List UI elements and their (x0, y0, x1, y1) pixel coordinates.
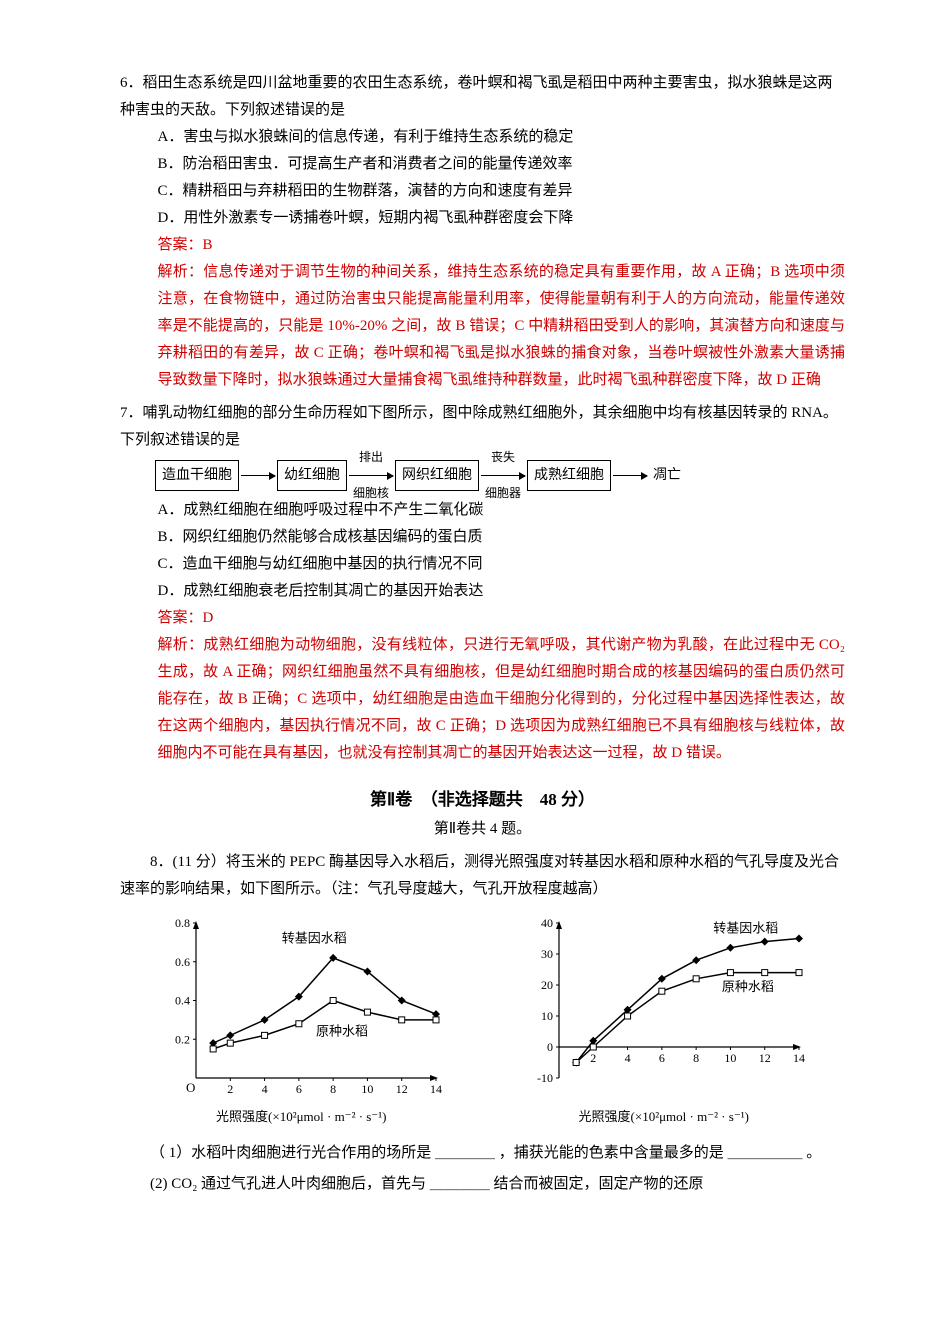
flow-arrow-4 (613, 462, 647, 490)
flow-node-1: 造血干细胞 (155, 460, 239, 491)
svg-text:转基因水稻: 转基因水稻 (713, 920, 778, 935)
q8-chart-2-svg: -10 0 10 20 30 40 2 4 6 8 10 12 14 转基因水稻原种水稻 (519, 913, 809, 1103)
svg-text:14: 14 (430, 1082, 442, 1096)
svg-text:0.4: 0.4 (175, 993, 190, 1007)
q7-flowchart: 造血干细胞 幼红细胞 排出 细胞核 网织红细胞 丧失 细胞器 成熟红细胞 凋亡 (155, 460, 845, 491)
q8-chart-2-xlabel: 光照强度(×10²μmol · m⁻² · s⁻¹) (519, 1105, 809, 1128)
svg-text:8: 8 (693, 1051, 699, 1065)
q6-answer: 答案：B (120, 232, 845, 259)
svg-text:0.2: 0.2 (175, 1032, 190, 1046)
svg-text:30: 30 (541, 947, 553, 961)
svg-text:12: 12 (758, 1051, 770, 1065)
q7-option-a: A．成熟红细胞在细胞呼吸过程中不产生二氧化碳 (120, 497, 845, 524)
q6-option-a: A．害虫与拟水狼蛛间的信息传递，有利于维持生态系统的稳定 (120, 124, 845, 151)
flow-arrow-1 (241, 462, 275, 490)
svg-text:转基因水稻: 转基因水稻 (282, 930, 347, 945)
svg-text:8: 8 (330, 1082, 336, 1096)
q6-explanation: 解析：信息传递对于调节生物的种间关系，维持生态系统的稳定具有重要作用，故 A 正… (120, 259, 845, 394)
q7-answer: 答案：D (120, 605, 845, 632)
q8-chart-1-xlabel: 光照强度(×10²μmol · m⁻² · s⁻¹) (156, 1105, 446, 1128)
svg-text:原种水稻: 原种水稻 (316, 1023, 368, 1038)
svg-text:0.8: 0.8 (175, 916, 190, 930)
section-2-title: 第Ⅱ卷 （非选择题共 48 分） (120, 785, 845, 816)
svg-text:12: 12 (396, 1082, 408, 1096)
flow-arrow-3-bot: 细胞器 (481, 487, 525, 500)
svg-text:40: 40 (541, 916, 553, 930)
q8-chart-2: -10 0 10 20 30 40 2 4 6 8 10 12 14 转基因水稻原种水稻 光照强度(×10… (519, 913, 809, 1128)
q6-option-c: C．精耕稻田与弃耕稻田的生物群落，演替的方向和速度有差异 (120, 178, 845, 205)
section-2-subtitle: 第Ⅱ卷共 4 题。 (120, 816, 845, 843)
svg-text:O: O (186, 1080, 195, 1095)
svg-text:14: 14 (793, 1051, 805, 1065)
q8-sub1: （ 1）水稻叶肉细胞进行光合作用的场所是 ＿＿＿＿ ，捕获光能的色素中含量最多的… (120, 1140, 845, 1167)
svg-text:2: 2 (228, 1082, 234, 1096)
q6-stem: 6．稻田生态系统是四川盆地重要的农田生态系统，卷叶螟和褐飞虱是稻田中两种主要害虫… (120, 70, 845, 124)
q8-chart-1: 0.2 0.4 0.6 0.8 2 4 6 8 10 12 14 O 转基因水稻原种水稻 光照强度(×1… (156, 913, 446, 1128)
svg-text:0.6: 0.6 (175, 955, 190, 969)
q8-chart-1-svg: 0.2 0.4 0.6 0.8 2 4 6 8 10 12 14 O 转基因水稻原种水稻 (156, 913, 446, 1103)
flow-arrow-2-top: 排出 (349, 451, 393, 464)
svg-text:10: 10 (724, 1051, 736, 1065)
flow-arrow-2: 排出 细胞核 (349, 462, 393, 490)
svg-text:原种水稻: 原种水稻 (722, 979, 774, 994)
q7-option-c: C．造血干细胞与幼红细胞中基因的执行情况不同 (120, 551, 845, 578)
q8-charts: 0.2 0.4 0.6 0.8 2 4 6 8 10 12 14 O 转基因水稻原种水稻 光照强度(×1… (120, 913, 845, 1128)
svg-text:4: 4 (624, 1051, 630, 1065)
flow-arrow-2-bot: 细胞核 (349, 487, 393, 500)
svg-text:6: 6 (296, 1082, 302, 1096)
question-6: 6．稻田生态系统是四川盆地重要的农田生态系统，卷叶螟和褐飞虱是稻田中两种主要害虫… (120, 70, 845, 394)
q7-option-b: B．网织红细胞仍然能够合成核基因编码的蛋白质 (120, 524, 845, 551)
svg-text:20: 20 (541, 978, 553, 992)
svg-text:-10: -10 (537, 1071, 553, 1085)
q8-stem: 8．(11 分）将玉米的 PEPC 酶基因导入水稻后，测得光照强度对转基因水稻和… (120, 849, 845, 903)
svg-text:2: 2 (590, 1051, 596, 1065)
flow-node-4: 成熟红细胞 (527, 460, 611, 491)
flow-end: 凋亡 (653, 463, 681, 488)
flow-arrow-3: 丧失 细胞器 (481, 462, 525, 490)
q6-option-b: B．防治稻田害虫．可提高生产者和消费者之间的能量传递效率 (120, 151, 845, 178)
q8-sub2: (2) CO₂ 通过气孔进人叶肉细胞后，首先与 ＿＿＿＿ 结合而被固定，固定产物… (120, 1171, 845, 1198)
q7-explanation: 解析：成熟红细胞为动物细胞，没有线粒体，只进行无氧呼吸，其代谢产物为乳酸，在此过… (120, 632, 845, 767)
q7-option-d: D．成熟红细胞衰老后控制其凋亡的基因开始表达 (120, 578, 845, 605)
flow-arrow-3-top: 丧失 (481, 451, 525, 464)
q7-stem: 7．哺乳动物红细胞的部分生命历程如下图所示，图中除成熟红细胞外，其余细胞中均有核… (120, 400, 845, 454)
q6-option-d: D．用性外激素专一诱捕卷叶螟，短期内褐飞虱种群密度会下降 (120, 205, 845, 232)
svg-text:10: 10 (362, 1082, 374, 1096)
svg-text:6: 6 (659, 1051, 665, 1065)
svg-text:0: 0 (547, 1040, 553, 1054)
svg-text:4: 4 (262, 1082, 268, 1096)
svg-text:10: 10 (541, 1009, 553, 1023)
flow-node-2: 幼红细胞 (277, 460, 347, 491)
question-7: 7．哺乳动物红细胞的部分生命历程如下图所示，图中除成熟红细胞外，其余细胞中均有核… (120, 400, 845, 767)
flow-node-3: 网织红细胞 (395, 460, 479, 491)
